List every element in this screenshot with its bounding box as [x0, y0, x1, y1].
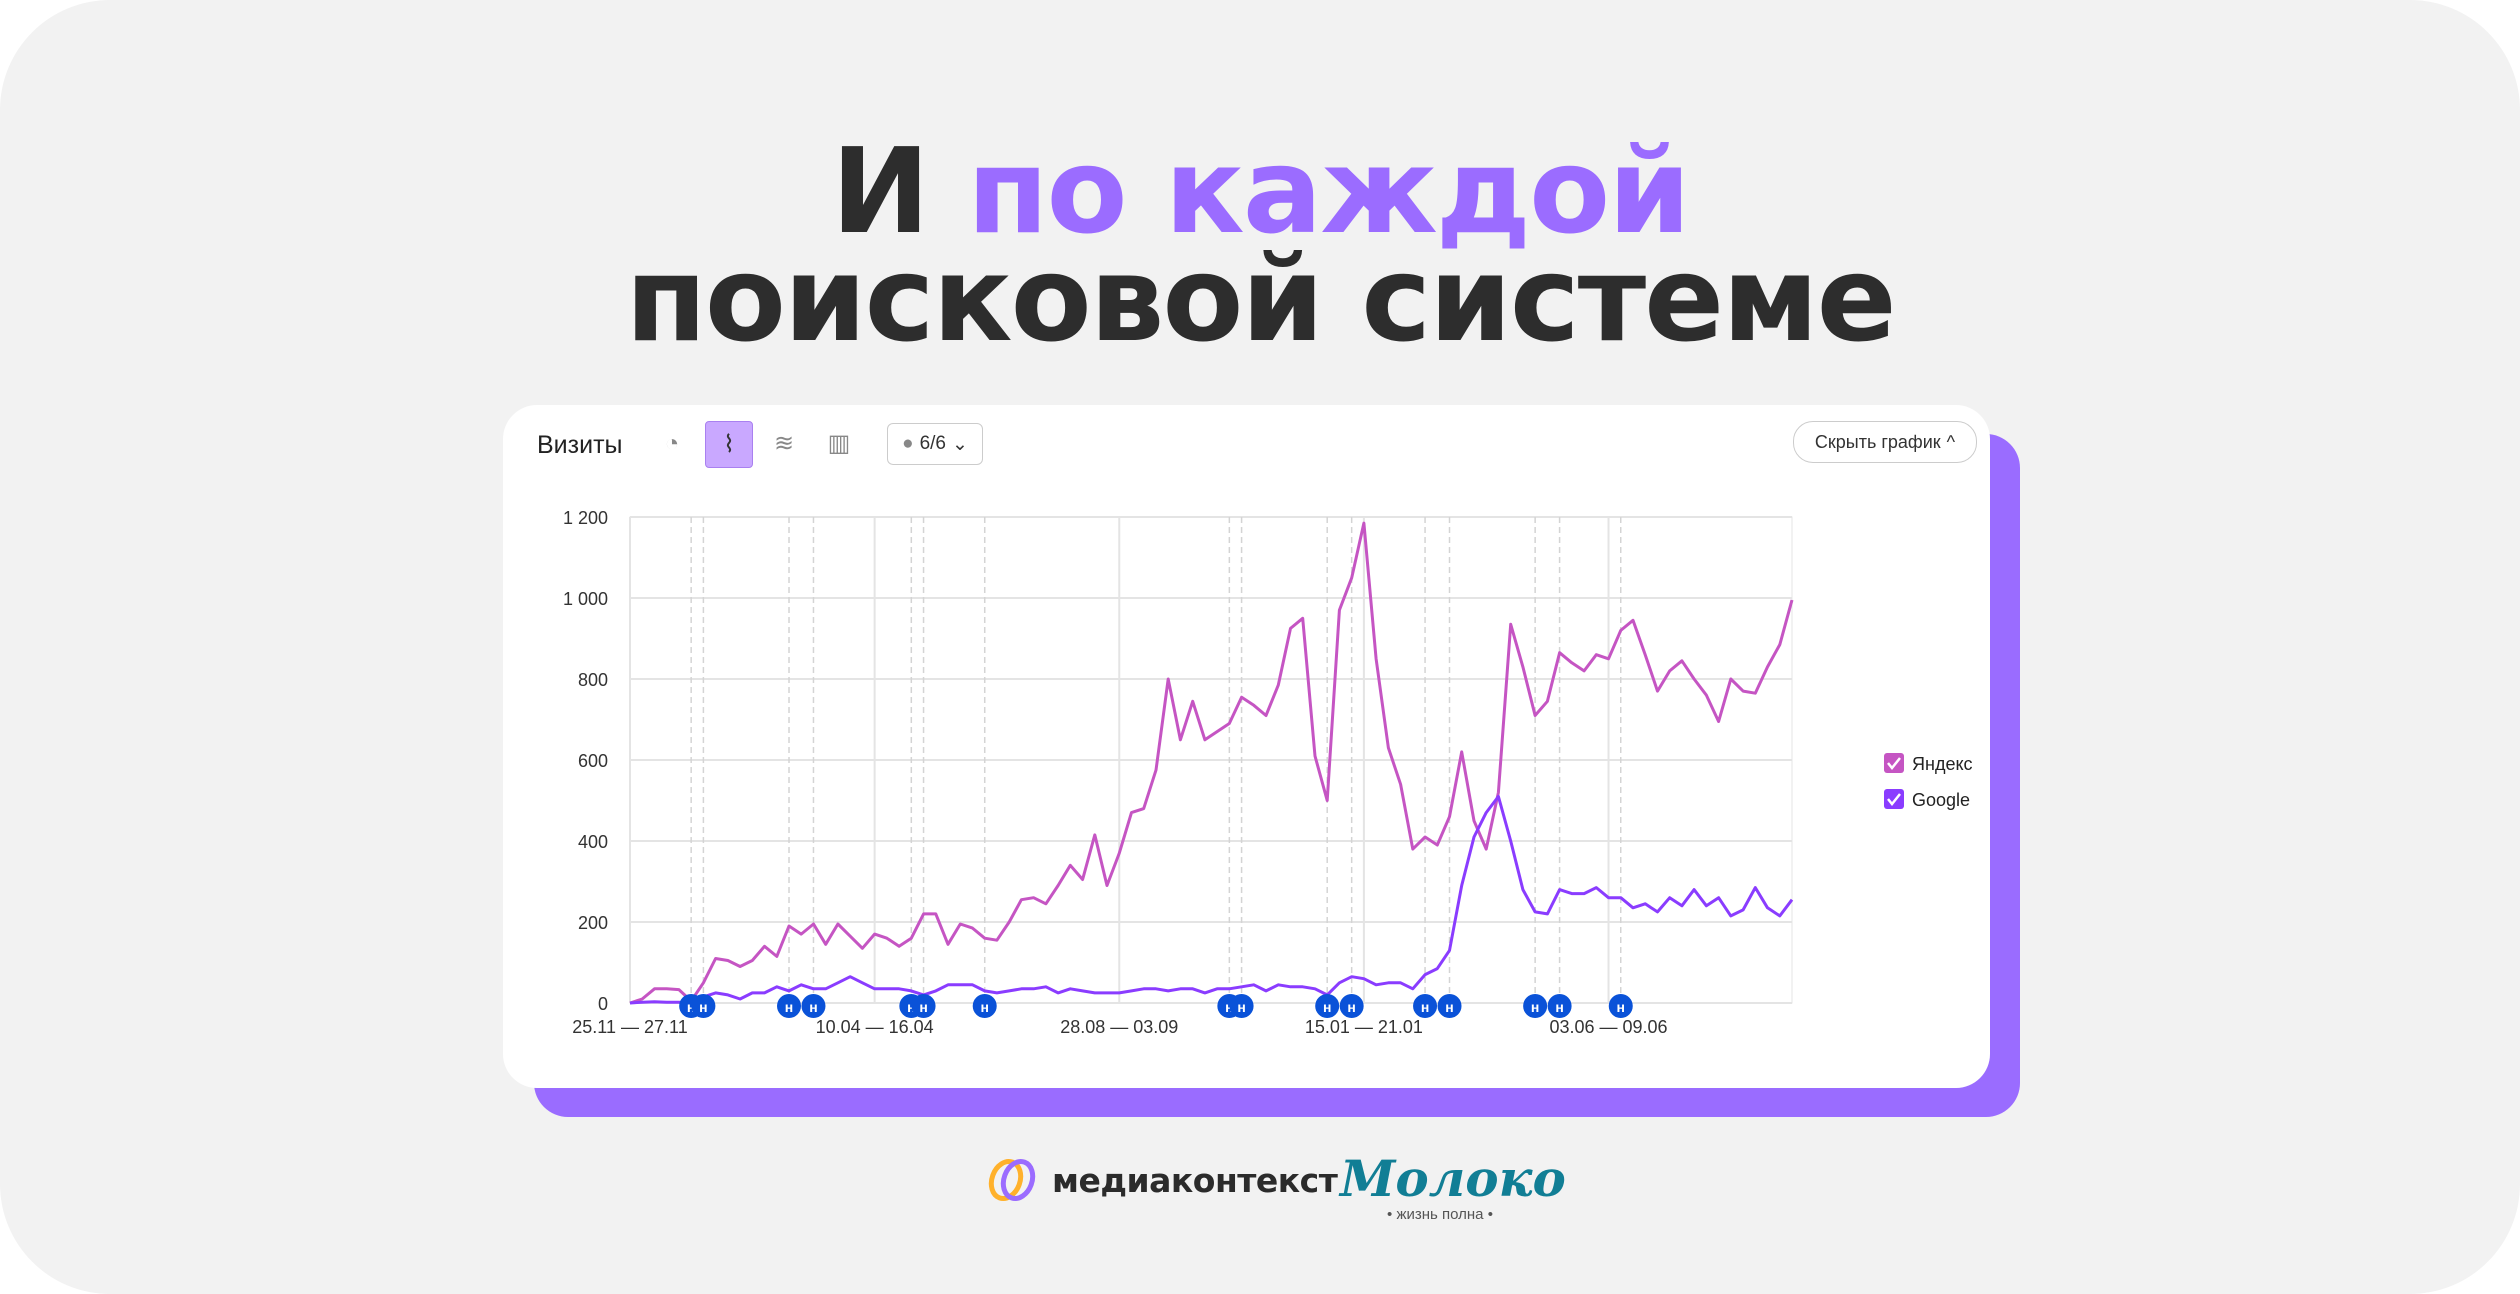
series-line-google [629, 795, 1794, 1005]
y-tick-label: 200 [578, 913, 608, 933]
note-marker-label: н [1617, 999, 1625, 1015]
x-tick-label: 03.06 — 09.06 [1549, 1017, 1667, 1037]
mediacontext-logo: медиаконтекст [986, 1158, 1338, 1202]
y-tick-label: 800 [578, 670, 608, 690]
note-marker [1437, 994, 1462, 1018]
note-marker [1608, 994, 1633, 1018]
mediacontext-rings-icon [988, 1159, 1036, 1201]
y-tick-label: 600 [578, 751, 608, 771]
mediacontext-wordmark: медиаконтекст [1052, 1160, 1338, 1200]
y-tick-label: 1 200 [563, 508, 608, 528]
note-marker-label: н [1323, 999, 1331, 1015]
comment-icon: ● [902, 433, 914, 454]
check-icon [1887, 793, 1901, 807]
check-icon [1887, 757, 1901, 771]
moloko-tagline: • жизнь полна • [1387, 1206, 1493, 1223]
widget-title: Визиты [537, 431, 623, 459]
y-tick-label: 1 000 [563, 589, 608, 609]
headline-prefix: И [831, 122, 967, 260]
note-marker [777, 994, 802, 1018]
line-chart-icon[interactable]: ⌇ [705, 421, 753, 468]
moloko-logo: Молоко • жизнь полна • [1340, 1132, 1566, 1227]
note-marker-label: н [1225, 999, 1233, 1015]
note-marker [1339, 994, 1364, 1018]
x-tick-label: 25.11 — 27.11 [572, 1017, 687, 1037]
chevron-up-icon: ^ [1946, 431, 1956, 452]
note-marker-label: н [785, 999, 793, 1015]
chevron-down-icon: ⌄ [951, 433, 968, 455]
headline-line1: И по каждой [0, 132, 2520, 250]
x-tick-label: 28.08 — 03.09 [1060, 1017, 1178, 1037]
note-marker [1523, 994, 1548, 1018]
notes-filter-value: 6/6 [919, 433, 946, 454]
note-marker [1547, 994, 1572, 1018]
area-chart-icon[interactable]: ≋ [773, 430, 795, 457]
hide-chart-label: Скрыть график [1814, 431, 1941, 452]
pie-chart-icon[interactable]: ◔ [664, 429, 680, 457]
legend-checkbox-yandex [1884, 753, 1904, 773]
y-tick-label: 400 [578, 832, 608, 852]
note-marker-label: н [809, 999, 817, 1015]
notes-filter-dropdown[interactable]: ● 6/6 ⌄ [887, 423, 983, 465]
note-marker-label: н [699, 999, 707, 1015]
note-marker [1315, 994, 1340, 1018]
legend-checkbox-google [1884, 789, 1904, 809]
note-marker-label: н [980, 999, 988, 1015]
note-marker-label: н [1445, 999, 1453, 1015]
y-tick-label: 0 [598, 994, 608, 1014]
x-tick-label: 15.01 — 21.01 [1305, 1017, 1423, 1037]
note-marker-label: н [1347, 999, 1355, 1015]
note-marker [911, 994, 936, 1018]
legend-label-yandex: Яндекс [1912, 754, 1973, 774]
x-tick-label: 10.04 — 16.04 [816, 1017, 934, 1037]
series-line-yandex [629, 521, 1794, 1005]
note-marker [1229, 994, 1254, 1018]
headline-line2: поисковой системе [625, 230, 1896, 368]
note-marker [691, 994, 716, 1018]
note-marker-label: н [687, 999, 695, 1015]
bar-chart-icon[interactable]: ▥ [827, 430, 851, 457]
note-marker-label: н [1237, 999, 1245, 1015]
legend-label-google: Google [1912, 790, 1970, 810]
note-marker-label: н [907, 999, 915, 1015]
note-marker [801, 994, 826, 1018]
hide-chart-button[interactable]: Скрыть график ^ [1793, 421, 1977, 463]
note-marker [1413, 994, 1438, 1018]
headline-accent: по каждой [966, 122, 1691, 260]
visits-widget: Визиты ◔ ⌇ ≋ ▥ ● 6/6 ⌄ Скрыть график ^ [503, 405, 1990, 1088]
note-marker [972, 994, 997, 1018]
note-marker-label: н [919, 999, 927, 1015]
moloko-wordmark: Молоко [1340, 1149, 1566, 1208]
note-marker-label: н [1421, 999, 1429, 1015]
note-marker-label: н [1555, 999, 1563, 1015]
note-marker-label: н [1531, 999, 1539, 1015]
